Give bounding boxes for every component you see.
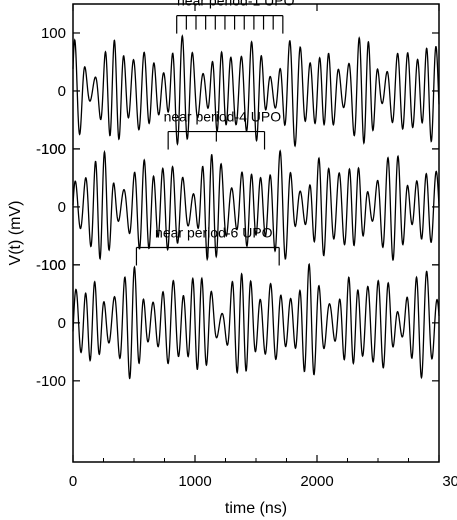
trace-layer	[72, 34, 440, 380]
trace-annotation-3: near period-6 UPO	[155, 224, 273, 240]
y-tick-label: 100	[41, 141, 66, 158]
x-axis-title: time (ns)	[225, 500, 287, 517]
trace-annotation-2: near period-4 UPO	[164, 109, 282, 125]
x-tick-label: 2000	[300, 473, 333, 490]
x-tick-label: 0	[69, 473, 77, 490]
y-tick-label: -100	[36, 373, 66, 390]
y-tick-label: 0	[58, 83, 66, 100]
y-tick-label: -100	[36, 141, 66, 158]
y-axis-title: V(t) (mV)	[7, 201, 24, 266]
signal-trace-1	[72, 34, 440, 148]
y-tick-label: 0	[58, 199, 66, 216]
x-tick-label: 3000	[442, 473, 457, 490]
x-tick-label: 1000	[178, 473, 211, 490]
y-tick-label: 100	[41, 257, 66, 274]
y-tick-label: -100	[36, 257, 66, 274]
plot-frame	[72, 3, 440, 463]
signal-trace-2	[72, 149, 440, 262]
y-tick-label: 0	[58, 315, 66, 332]
signal-trace-3	[72, 262, 440, 380]
y-tick-label: 100	[41, 25, 66, 42]
